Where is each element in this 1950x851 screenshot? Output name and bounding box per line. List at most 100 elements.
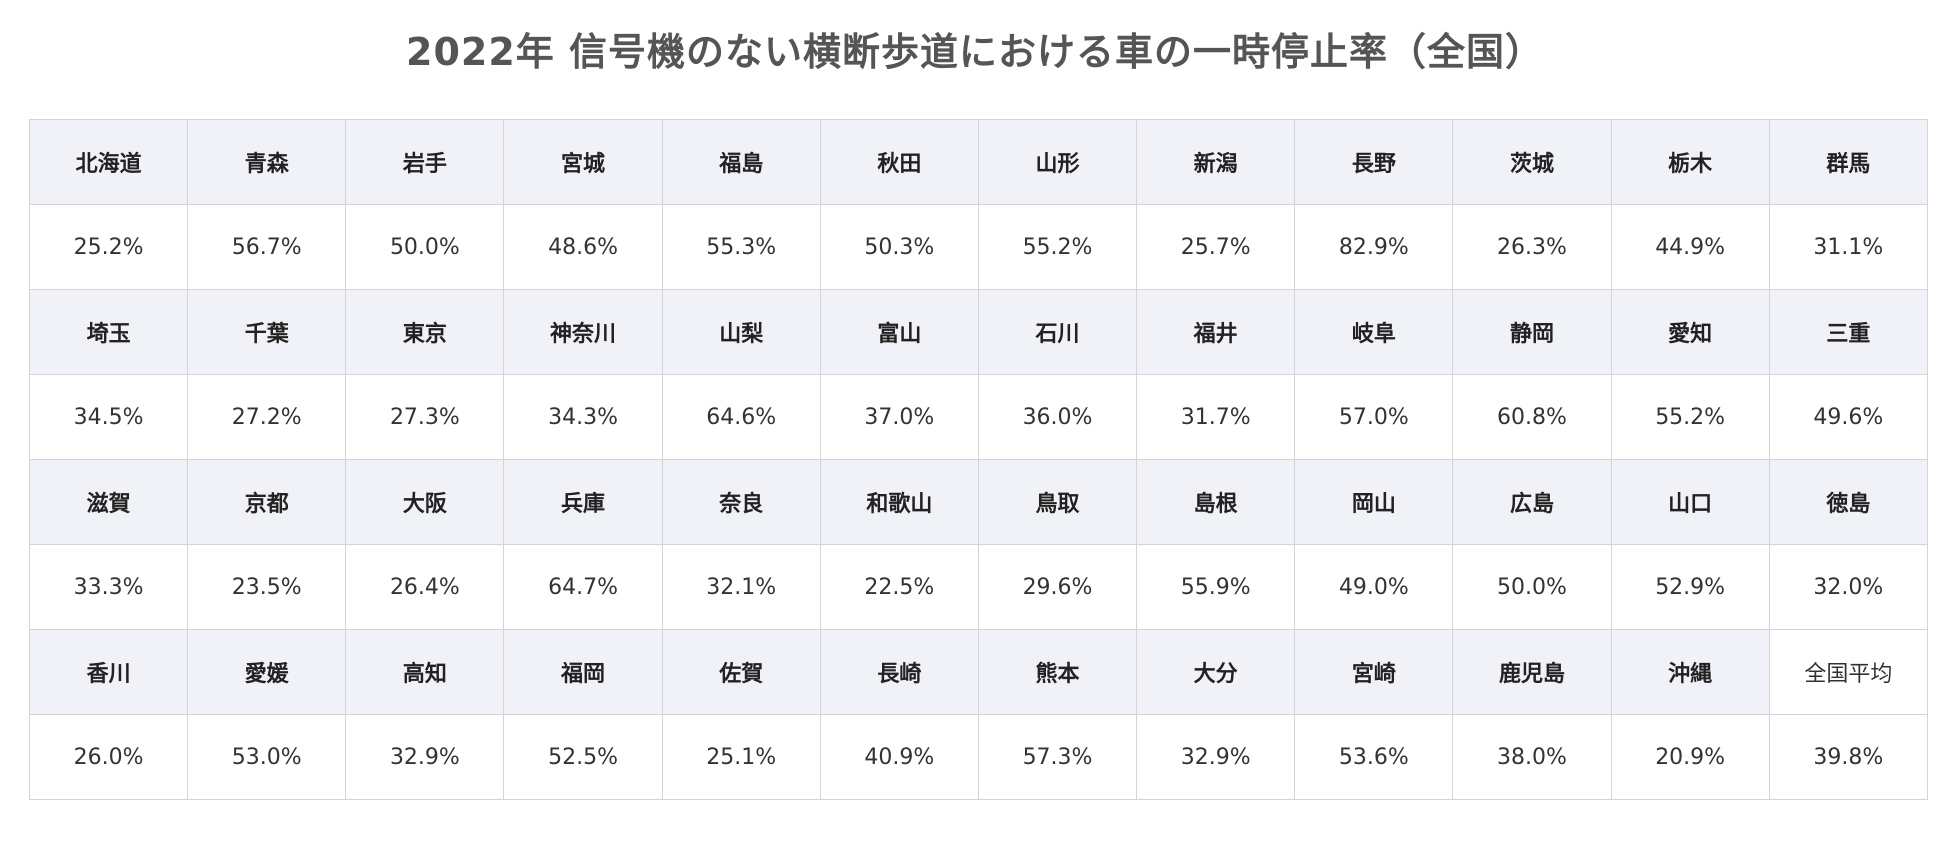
prefecture-name-cell: 千葉 [187,289,347,375]
table-body: 北海道 青森 岩手 宮城 福島 秋田 山形 新潟 長野 茨城 栃木 群馬 25.2% 56.7% 50.0%… [28,119,1929,800]
stop-rate-cell: 31.1% [1768,204,1929,290]
stop-rate-cell: 26.3% [1452,204,1612,290]
stop-rate-cell: 29.6% [977,544,1138,630]
prefecture-name-cell: 岡山 [1294,459,1454,545]
prefecture-name-cell: 奈良 [661,459,821,545]
stop-rate-cell: 40.9% [819,714,979,800]
stop-rate-cell: 32.9% [345,714,505,800]
prefecture-name-cell: 福井 [1136,289,1296,375]
prefecture-name-cell: 大阪 [345,459,505,545]
stop-rate-cell: 55.2% [1610,374,1770,460]
prefecture-name-cell: 大分 [1136,629,1296,715]
prefecture-name-cell: 広島 [1452,459,1612,545]
stop-rate-cell: 31.7% [1136,374,1296,460]
prefecture-name-cell: 長崎 [819,629,979,715]
prefecture-name-cell: 宮城 [503,119,663,205]
prefecture-name-cell: 鹿児島 [1452,629,1612,715]
stop-rate-cell: 50.3% [819,204,979,290]
stop-rate-cell: 32.9% [1136,714,1296,800]
stop-rate-cell: 64.6% [661,374,821,460]
stop-rate-row: 26.0% 53.0% 32.9% 52.5% 25.1% 40.9% 57.3% 32.9%… [28,714,1929,800]
stop-rate-row: 33.3% 23.5% 26.4% 64.7% 32.1% 22.5% 29.6% 55.9%… [28,544,1929,630]
prefecture-name-cell: 新潟 [1136,119,1296,205]
prefecture-name-cell: 熊本 [977,629,1138,715]
prefecture-name-row: 埼玉 千葉 東京 神奈川 山梨 富山 石川 福井 岐阜 静岡 愛知 三重 [28,289,1929,375]
prefecture-name-cell: 島根 [1136,459,1296,545]
prefecture-name-cell: 石川 [977,289,1138,375]
prefecture-name-cell: 群馬 [1768,119,1929,205]
prefecture-name-cell: 三重 [1768,289,1929,375]
stop-rate-cell: 57.3% [977,714,1138,800]
prefecture-name-cell: 山梨 [661,289,821,375]
stop-rate-cell: 50.0% [1452,544,1612,630]
prefecture-name-row: 滋賀 京都 大阪 兵庫 奈良 和歌山 鳥取 島根 岡山 広島 山口 徳島 [28,459,1929,545]
stop-rate-cell: 44.9% [1610,204,1770,290]
stop-rate-cell: 20.9% [1610,714,1770,800]
stop-rate-cell: 53.6% [1294,714,1454,800]
stop-rate-cell: 60.8% [1452,374,1612,460]
stop-rate-cell: 32.0% [1768,544,1929,630]
prefecture-name-cell: 長野 [1294,119,1454,205]
prefecture-name-cell: 静岡 [1452,289,1612,375]
prefecture-name-cell: 鳥取 [977,459,1138,545]
prefecture-name-cell: 茨城 [1452,119,1612,205]
stop-rate-cell: 23.5% [187,544,347,630]
stop-rate-cell: 25.2% [28,204,189,290]
prefecture-name-cell: 兵庫 [503,459,663,545]
stop-rate-cell: 52.5% [503,714,663,800]
prefecture-name-cell: 岩手 [345,119,505,205]
stop-rate-cell: 55.2% [977,204,1138,290]
prefecture-name-cell: 愛知 [1610,289,1770,375]
prefecture-name-cell: 佐賀 [661,629,821,715]
prefecture-name-cell: 滋賀 [28,459,189,545]
stop-rate-cell: 22.5% [819,544,979,630]
prefecture-name-row: 北海道 青森 岩手 宮城 福島 秋田 山形 新潟 長野 茨城 栃木 群馬 [28,119,1929,205]
prefecture-name-cell: 和歌山 [819,459,979,545]
stop-rate-cell: 55.3% [661,204,821,290]
stop-rate-cell: 34.3% [503,374,663,460]
prefecture-name-cell: 神奈川 [503,289,663,375]
stop-rate-table: 北海道 青森 岩手 宮城 福島 秋田 山形 新潟 長野 茨城 栃木 群馬 25.2% 56.7% 50.0%… [28,119,1929,800]
stop-rate-cell: 57.0% [1294,374,1454,460]
stop-rate-cell: 27.3% [345,374,505,460]
prefecture-name-cell: 宮崎 [1294,629,1454,715]
prefecture-name-cell: 栃木 [1610,119,1770,205]
stop-rate-cell: 27.2% [187,374,347,460]
stop-rate-cell: 37.0% [819,374,979,460]
prefecture-name-cell: 沖縄 [1610,629,1770,715]
stop-rate-cell: 53.0% [187,714,347,800]
stop-rate-row: 25.2% 56.7% 50.0% 48.6% 55.3% 50.3% 55.2% 25.7%… [28,204,1929,290]
stop-rate-cell: 25.1% [661,714,821,800]
stop-rate-cell: 25.7% [1136,204,1296,290]
prefecture-name-cell: 徳島 [1768,459,1929,545]
prefecture-name-cell: 秋田 [819,119,979,205]
prefecture-name-cell: 岐阜 [1294,289,1454,375]
prefecture-name-cell: 高知 [345,629,505,715]
stop-rate-cell: 33.3% [28,544,189,630]
prefecture-name-cell: 香川 [28,629,189,715]
prefecture-name-cell: 山口 [1610,459,1770,545]
prefecture-name-cell: 富山 [819,289,979,375]
prefecture-name-row: 香川 愛媛 高知 福岡 佐賀 長崎 熊本 大分 宮崎 鹿児島 沖縄 全国平均 [28,629,1929,715]
stop-rate-cell: 36.0% [977,374,1138,460]
stop-rate-cell: 82.9% [1294,204,1454,290]
national-average-label: 全国平均 [1768,629,1929,715]
prefecture-name-cell: 福岡 [503,629,663,715]
prefecture-name-cell: 京都 [187,459,347,545]
page-title: 2022年 信号機のない横断歩道における車の一時停止率（全国） [406,30,1544,74]
prefecture-name-cell: 愛媛 [187,629,347,715]
stop-rate-cell: 55.9% [1136,544,1296,630]
stop-rate-cell: 26.4% [345,544,505,630]
stop-rate-cell: 49.6% [1768,374,1929,460]
stop-rate-cell: 52.9% [1610,544,1770,630]
prefecture-name-cell: 福島 [661,119,821,205]
stop-rate-cell: 38.0% [1452,714,1612,800]
stop-rate-cell: 64.7% [503,544,663,630]
stop-rate-cell: 26.0% [28,714,189,800]
prefecture-name-cell: 東京 [345,289,505,375]
stop-rate-cell: 56.7% [187,204,347,290]
prefecture-name-cell: 埼玉 [28,289,189,375]
national-average-value: 39.8% [1768,714,1929,800]
prefecture-name-cell: 青森 [187,119,347,205]
stop-rate-cell: 48.6% [503,204,663,290]
